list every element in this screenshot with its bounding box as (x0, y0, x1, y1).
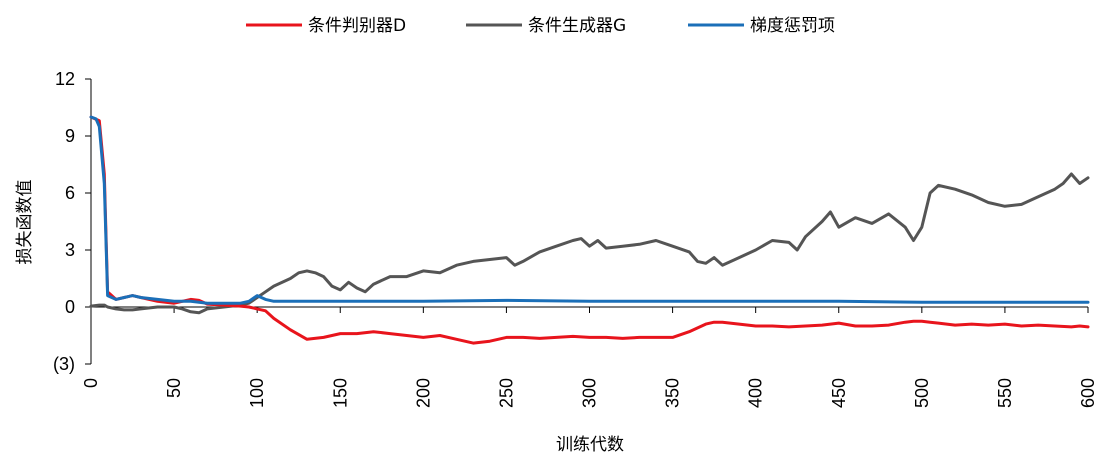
x-ticks: 0 50 100 150 200 250 300 350 400 450 500 550 600 (81, 307, 1098, 408)
x-tick-label: 400 (746, 378, 766, 408)
x-tick-label: 100 (247, 378, 267, 408)
plot-area: (3) 0 3 6 9 12 0 50 100 150 200 250 300 350 400 450 500… (53, 69, 1098, 408)
y-tick-label: 12 (55, 69, 75, 89)
x-tick-label: 350 (663, 378, 683, 408)
legend-label-0: 条件判别器D (308, 16, 406, 36)
x-tick-label: 500 (912, 378, 932, 408)
y-ticks: (3) 0 3 6 9 12 (53, 69, 91, 374)
x-tick-label: 150 (330, 378, 350, 408)
x-axis-title: 训练代数 (556, 435, 624, 455)
y-tick-label: 9 (65, 126, 75, 146)
legend: 条件判别器D 条件生成器G 梯度惩罚项 (246, 16, 835, 36)
series-line-2 (89, 115, 1090, 305)
x-tick-label: 50 (164, 378, 184, 398)
legend-label-2: 梯度惩罚项 (750, 16, 835, 36)
y-axis-title: 损失函数值 (15, 180, 35, 265)
y-tick-label: 0 (65, 297, 75, 317)
y-tick-label: 3 (65, 240, 75, 260)
series-lines (89, 115, 1090, 345)
x-tick-label: 550 (995, 378, 1015, 408)
x-tick-label: 600 (1078, 378, 1098, 408)
y-tick-label: 6 (65, 183, 75, 203)
series-line-1 (89, 172, 1090, 315)
x-tick-label: 300 (580, 378, 600, 408)
x-tick-label: 250 (496, 378, 516, 408)
y-tick-label: (3) (53, 354, 75, 374)
legend-label-1: 条件生成器G (528, 16, 626, 36)
x-tick-label: 0 (81, 378, 101, 388)
x-tick-label: 450 (829, 378, 849, 408)
x-tick-label: 200 (413, 378, 433, 408)
